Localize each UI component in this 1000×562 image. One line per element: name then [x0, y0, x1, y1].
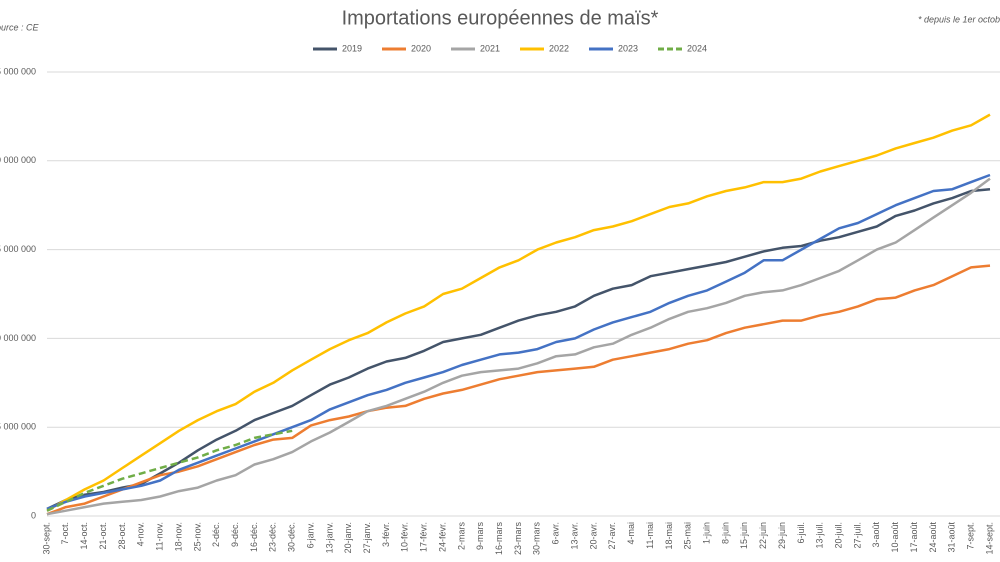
- series-line: [46, 429, 293, 512]
- legend-label: 2022: [549, 43, 569, 53]
- x-tick-label: 27-janv.: [362, 522, 372, 553]
- x-tick-label: 28-oct.: [117, 522, 127, 550]
- note: * depuis le 1er octob: [918, 14, 1000, 24]
- legend-label: 2020: [411, 43, 431, 53]
- x-tick-label: 13-janv.: [324, 522, 334, 553]
- x-tick-label: 16-déc.: [249, 522, 259, 552]
- x-tick-label: 25-mai: [683, 522, 693, 550]
- x-tick-label: 24-août: [928, 522, 938, 553]
- x-tick-label: 4-nov.: [136, 522, 146, 546]
- x-tick-label: 20-avr.: [588, 522, 598, 550]
- x-tick-label: 30-déc.: [287, 522, 297, 552]
- series-line: [46, 187, 991, 511]
- x-tick-label: 10-févr.: [400, 522, 410, 552]
- legend-label: 2023: [618, 43, 638, 53]
- legend-label: 2019: [342, 43, 362, 53]
- x-tick-label: 18-mai: [664, 522, 674, 550]
- x-tick-label: 17-août: [909, 522, 919, 553]
- x-tick-label: 4-mai: [626, 522, 636, 545]
- x-tick-label: 16-mars: [494, 522, 504, 556]
- x-tick-label: 21-oct.: [98, 522, 108, 550]
- y-tick-label: 0: [31, 510, 36, 520]
- x-tick-label: 8-juin: [720, 522, 730, 544]
- x-tick-label: 7-oct.: [60, 522, 70, 545]
- x-tick-label: 13-avr.: [569, 522, 579, 550]
- x-tick-label: 3-févr.: [381, 522, 391, 547]
- y-tick-label: 25 000 000: [0, 66, 36, 76]
- series-line: [46, 264, 991, 516]
- x-tick-label: 14-sept.: [984, 522, 994, 555]
- legend-label: 2021: [480, 43, 500, 53]
- x-tick-label: 31-août: [947, 522, 957, 553]
- x-tick-label: 9-mars: [475, 522, 485, 551]
- x-tick-label: 6-juil.: [796, 522, 806, 544]
- x-tick-label: 9-déc.: [230, 522, 240, 547]
- x-tick-label: 7-sept.: [966, 522, 976, 550]
- x-tick-label: 6-avr.: [551, 522, 561, 545]
- x-tick-label: 20-janv.: [343, 522, 353, 553]
- series-line: [46, 113, 991, 512]
- x-tick-label: 17-févr.: [419, 522, 429, 552]
- x-tick-label: 29-juin: [777, 522, 787, 549]
- x-tick-label: 10-août: [890, 522, 900, 553]
- x-tick-label: 15-juin: [739, 522, 749, 549]
- x-tick-label: 27-juil.: [852, 522, 862, 549]
- x-tick-label: 30-mars: [532, 522, 542, 556]
- y-tick-label: 15 000 000: [0, 244, 36, 254]
- series-line: [46, 177, 991, 516]
- x-tick-label: 27-avr.: [607, 522, 617, 550]
- x-tick-label: 24-févr.: [437, 522, 447, 552]
- y-tick-label: 10 000 000: [0, 333, 36, 343]
- x-tick-label: 11-nov.: [155, 522, 165, 551]
- x-tick-label: 6-janv.: [305, 522, 315, 548]
- source: Source : CE: [0, 22, 40, 32]
- x-tick-label: 23-déc.: [268, 522, 278, 552]
- chart-title: Importations européennes de maïs*: [342, 7, 659, 29]
- x-tick-label: 25-nov.: [192, 522, 202, 551]
- y-tick-label: 20 000 000: [0, 155, 36, 165]
- x-tick-label: 2-déc.: [211, 522, 221, 547]
- x-tick-label: 11-mai: [645, 522, 655, 549]
- x-tick-label: 14-oct.: [79, 522, 89, 550]
- x-tick-label: 3-août: [871, 522, 881, 548]
- legend-label: 2024: [687, 43, 707, 53]
- x-tick-label: 23-mars: [513, 522, 523, 556]
- x-tick-label: 2-mars: [456, 522, 466, 551]
- x-tick-label: 30-sept.: [41, 522, 51, 555]
- x-tick-label: 1-juin: [701, 522, 711, 544]
- x-tick-label: 22-juin: [758, 522, 768, 549]
- x-tick-label: 18-nov.: [173, 522, 183, 551]
- x-tick-label: 20-juil.: [833, 522, 843, 549]
- x-tick-label: 13-juil.: [815, 522, 825, 549]
- y-tick-label: 5 000 000: [0, 422, 36, 432]
- series-line: [46, 173, 991, 511]
